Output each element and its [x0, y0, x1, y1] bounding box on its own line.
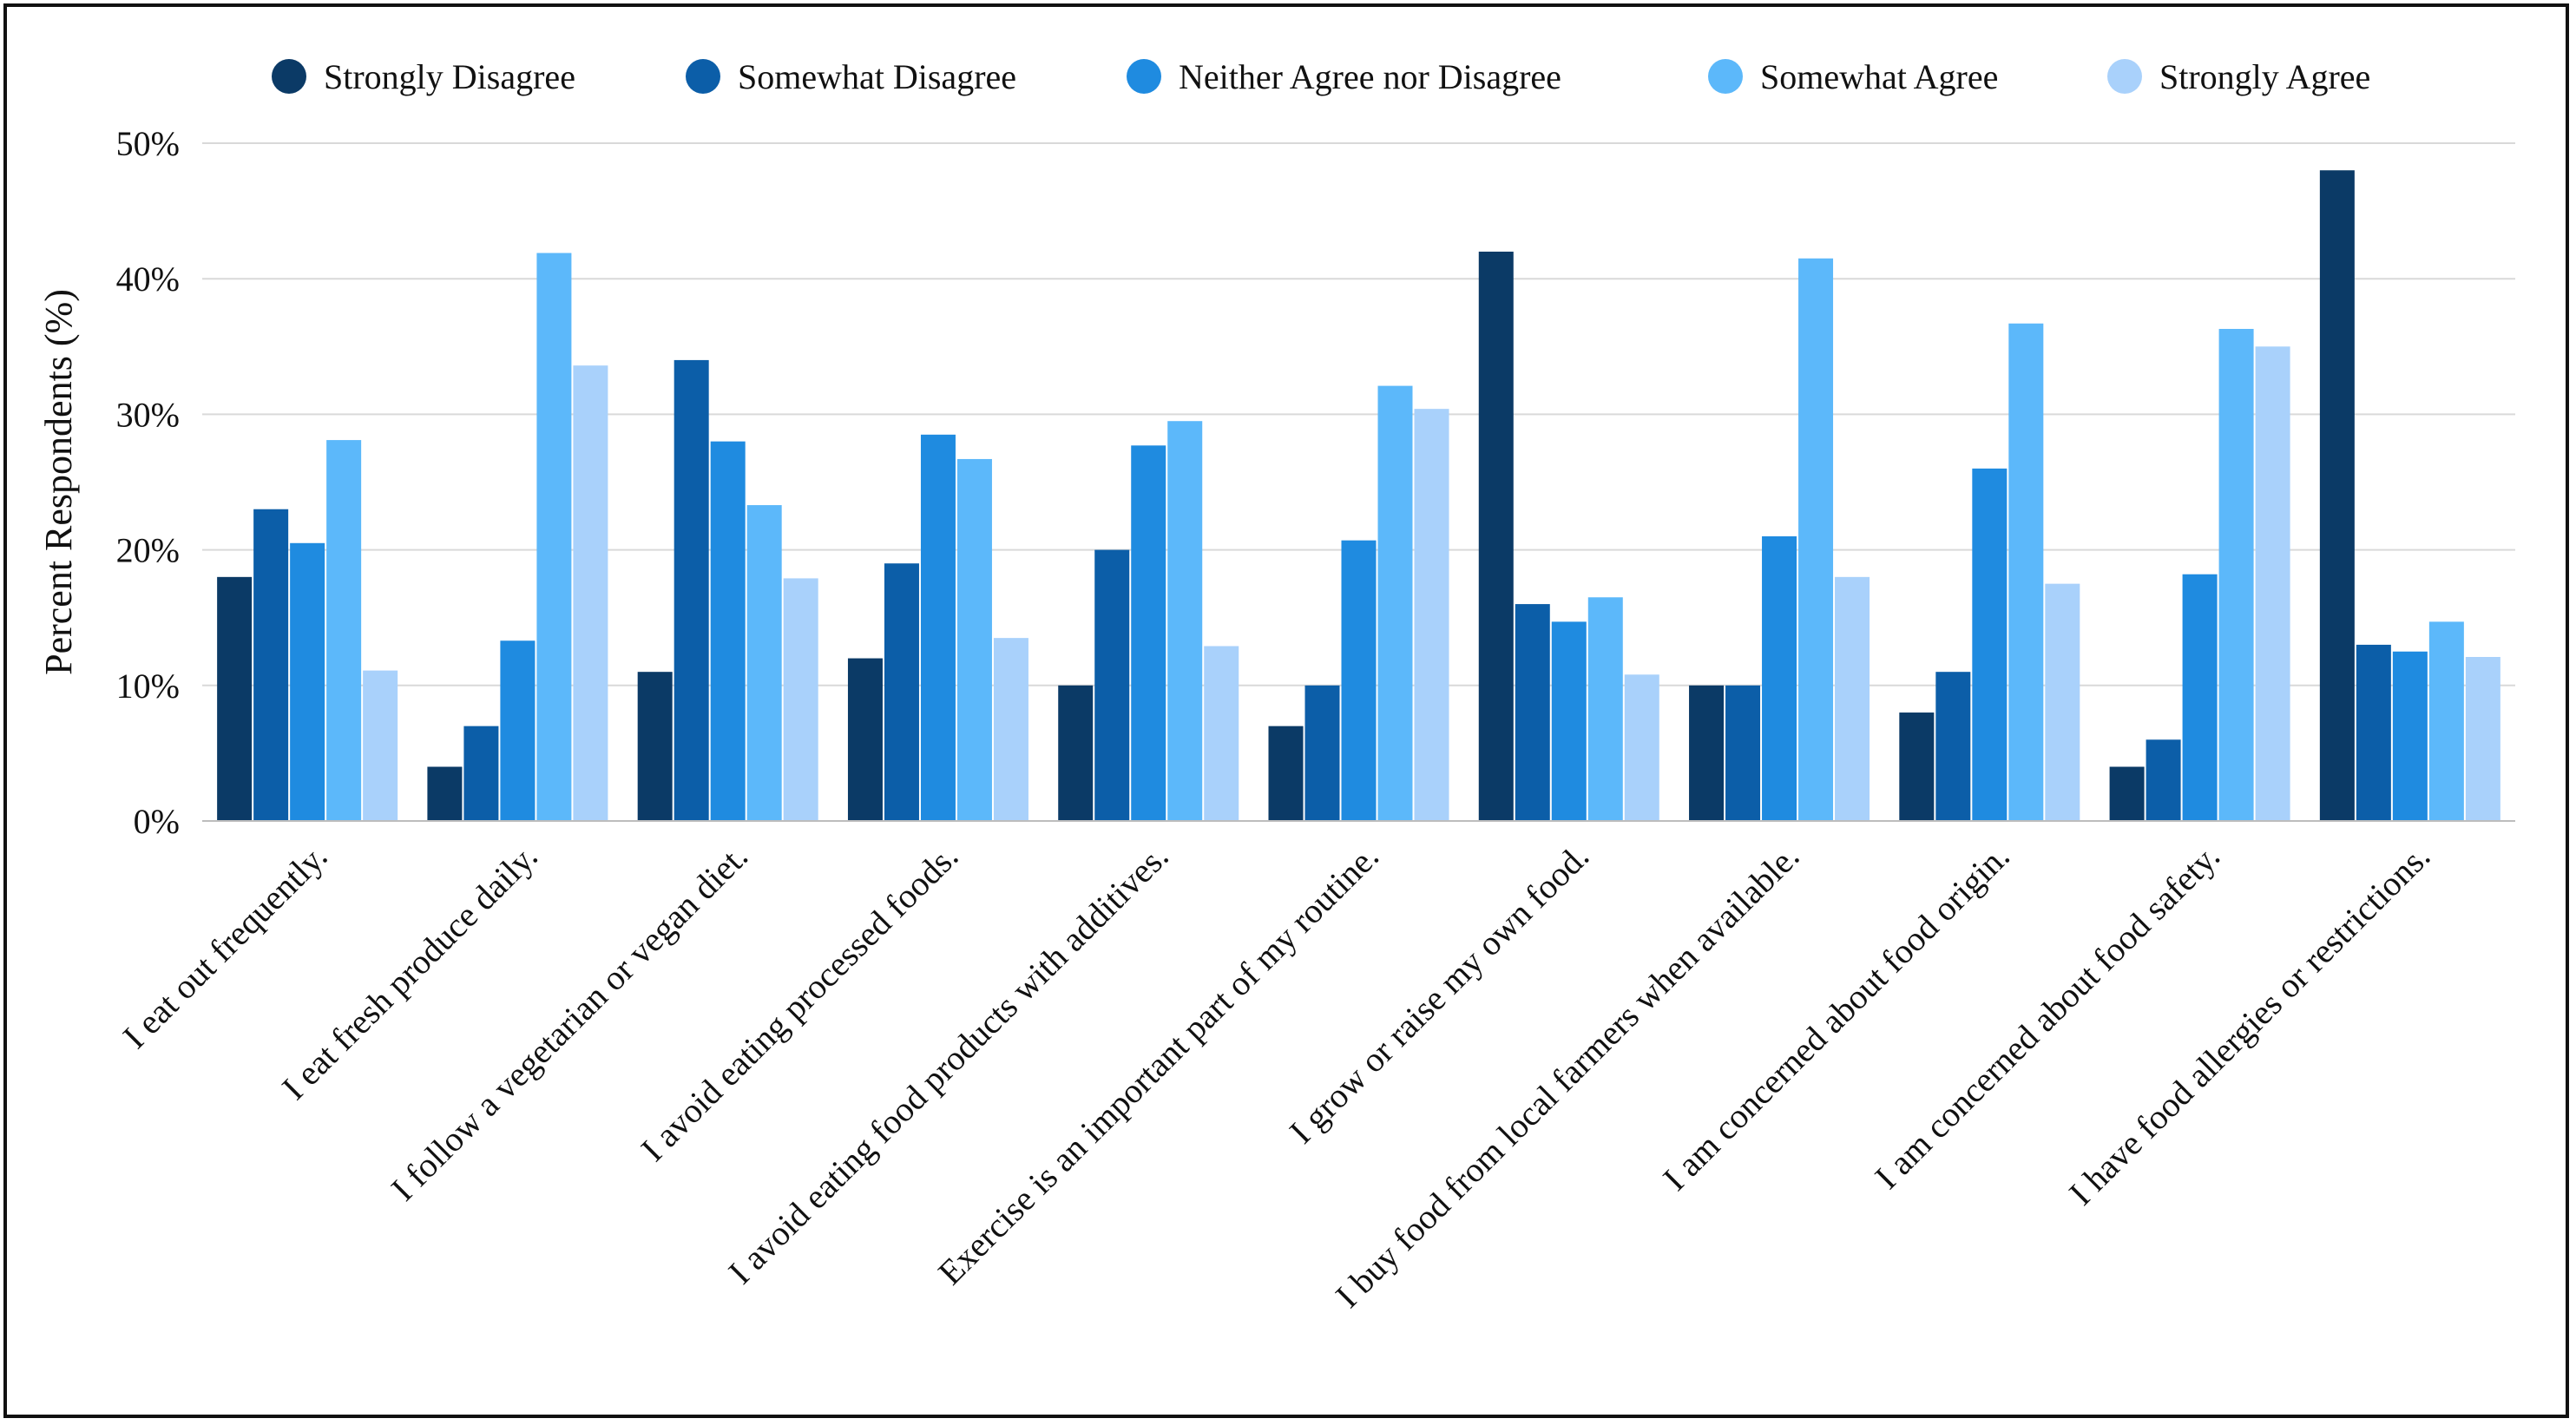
- bar: [1762, 535, 1797, 821]
- bar: [2356, 644, 2391, 821]
- bar: [1972, 468, 2008, 821]
- bar: [1414, 409, 1449, 821]
- x-tick-label: I am concerned about food safety.: [1867, 837, 2227, 1197]
- legend-swatch: [2107, 59, 2142, 94]
- bar: [920, 434, 956, 821]
- x-tick-label: I have food allergies or restrictions.: [2061, 837, 2437, 1212]
- bar: [847, 658, 883, 821]
- bar: [783, 578, 818, 821]
- bar: [253, 509, 289, 821]
- bar: [1899, 712, 1935, 821]
- legend-label: Neither Agree nor Disagree: [1179, 57, 1561, 96]
- legend-swatch: [1127, 59, 1161, 94]
- bar: [1587, 597, 1623, 821]
- x-tick-label: I avoid eating food products with additi…: [720, 837, 1175, 1291]
- legend-swatch: [1708, 59, 1743, 94]
- y-tick-label: 20%: [116, 531, 180, 570]
- x-tick-label: I follow a vegetarian or vegan diet.: [384, 837, 755, 1208]
- bar: [1058, 685, 1094, 821]
- bar: [1341, 540, 1377, 821]
- x-tick-label: I eat out frequently.: [115, 837, 335, 1056]
- bar: [1167, 421, 1203, 821]
- y-tick-label: 40%: [116, 259, 180, 299]
- bar: [573, 365, 608, 822]
- legend-swatch: [272, 59, 306, 94]
- bar: [710, 441, 746, 821]
- legend: Strongly Disagree Somewhat Disagree Neithe…: [272, 57, 2370, 96]
- chart-frame: Strongly Disagree Somewhat Disagree Neithe…: [3, 3, 2569, 1418]
- legend-label: Strongly Agree: [2159, 57, 2370, 96]
- y-tick-label: 10%: [116, 667, 180, 706]
- bar: [1094, 549, 1130, 821]
- bar: [326, 440, 362, 821]
- bar: [1131, 445, 1166, 821]
- bar: [1204, 646, 1239, 821]
- bar: [1268, 726, 1304, 821]
- bar: [2465, 656, 2500, 821]
- bar: [1725, 685, 1761, 821]
- bar: [1377, 385, 1413, 821]
- bar: [2319, 170, 2355, 822]
- y-axis-label: Percent Respondents (%): [37, 289, 80, 675]
- bar: [500, 640, 536, 821]
- legend-label: Somewhat Agree: [1760, 57, 1998, 96]
- bar: [1689, 685, 1725, 821]
- bar: [363, 670, 398, 821]
- x-tick-label: I am concerned about food origin.: [1655, 837, 2017, 1198]
- bar: [956, 458, 992, 821]
- bar: [1835, 576, 1870, 821]
- bar: [536, 253, 572, 822]
- legend-item: Somewhat Agree: [1708, 57, 1998, 96]
- legend-label: Strongly Disagree: [324, 57, 575, 96]
- bars: [217, 170, 2500, 822]
- bar: [1304, 685, 1340, 821]
- bar: [637, 672, 673, 821]
- y-tick-label: 0%: [134, 802, 180, 841]
- y-tick-label: 50%: [116, 124, 180, 163]
- bar: [290, 542, 325, 821]
- bar: [1935, 672, 1971, 821]
- bar: [993, 638, 1028, 821]
- legend-item: Neither Agree nor Disagree: [1127, 57, 1561, 96]
- bar: [1624, 674, 1659, 821]
- bar: [746, 505, 782, 821]
- bar: [2109, 766, 2145, 821]
- bar: [2218, 328, 2254, 821]
- bar: [2182, 574, 2218, 821]
- x-axis-ticks: I eat out frequently.I eat fresh produce…: [115, 837, 2438, 1316]
- legend-item: Somewhat Disagree: [686, 57, 1016, 96]
- x-tick-label: Exercise is an important part of my rout…: [930, 837, 1386, 1292]
- legend-swatch: [686, 59, 720, 94]
- bar: [2008, 323, 2044, 822]
- bar: [2255, 346, 2290, 821]
- legend-item: Strongly Agree: [2107, 57, 2370, 96]
- bar: [2428, 621, 2464, 821]
- bar: [1515, 604, 1550, 821]
- grouped-bar-chart: Strongly Disagree Somewhat Disagree Neithe…: [37, 57, 2515, 1316]
- bar: [2392, 651, 2428, 821]
- bar: [1478, 251, 1514, 822]
- legend-label: Somewhat Disagree: [738, 57, 1016, 96]
- bar: [1551, 621, 1587, 821]
- bar: [463, 726, 499, 821]
- x-tick-label: I buy food from local farmers when avail…: [1328, 837, 1807, 1316]
- bar: [427, 766, 463, 821]
- bar: [674, 359, 709, 821]
- bar: [884, 563, 919, 821]
- bar: [217, 576, 253, 821]
- y-tick-label: 30%: [116, 395, 180, 434]
- bar: [2045, 583, 2080, 821]
- bar: [2146, 739, 2181, 821]
- y-axis-ticks: 0% 10% 20% 30% 40% 50%: [116, 124, 180, 841]
- bar: [1798, 258, 1834, 821]
- legend-item: Strongly Disagree: [272, 57, 575, 96]
